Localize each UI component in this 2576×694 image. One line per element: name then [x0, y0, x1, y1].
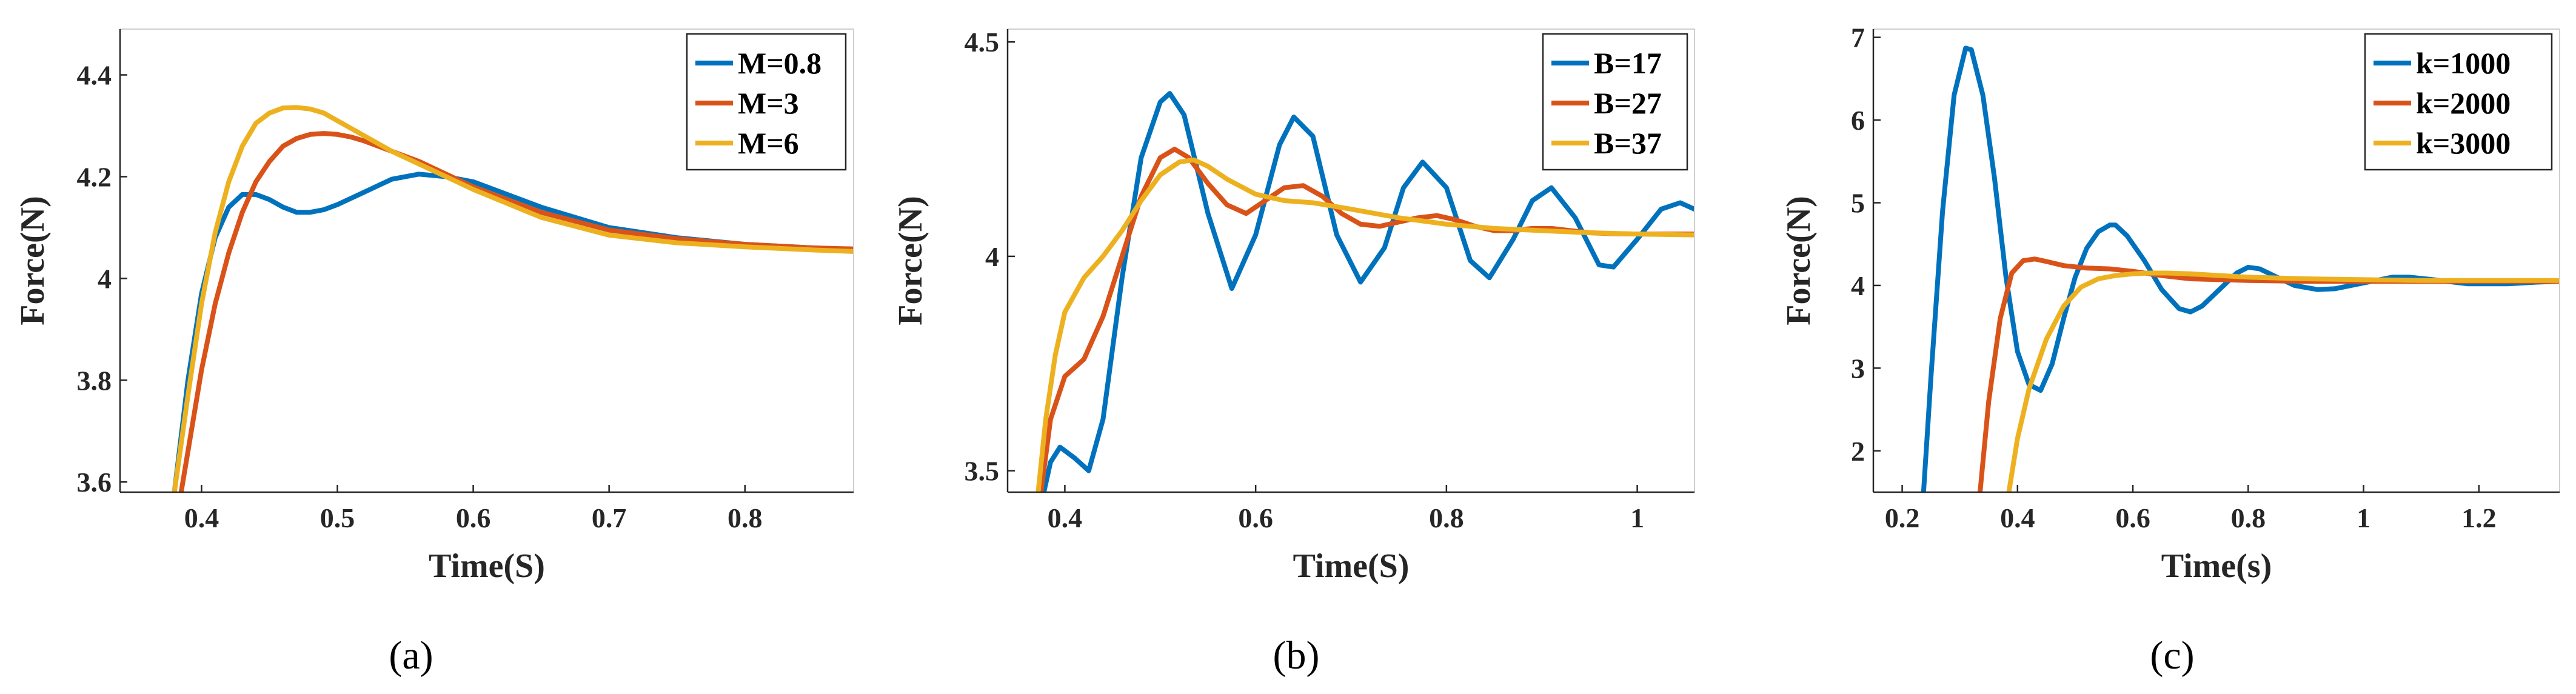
chart-c-x-tick-label: 0.2: [1885, 502, 1920, 533]
chart-b-x-axis-label: Time(S): [1293, 547, 1410, 585]
chart-b-legend-label-1: B=17: [1594, 46, 1662, 80]
chart-c-y-tick-label: 7: [1851, 22, 1865, 53]
chart-a-y-tick-label: 4.4: [77, 60, 112, 91]
chart-a-y-axis-label: Force(N): [14, 196, 52, 325]
chart-a-x-tick-label: 0.8: [728, 502, 763, 533]
chart-c-legend: k=1000 k=2000 k=3000: [2364, 33, 2553, 171]
chart-a-x-tick-label: 0.7: [592, 502, 627, 533]
chart-a-caption: (a): [389, 633, 433, 678]
chart-b-y-tick-label: 4: [985, 241, 999, 272]
chart-b-legend-label-3: B=37: [1594, 126, 1662, 160]
chart-b-y-axis-label: Force(N): [892, 196, 929, 325]
chart-a: 0.4 0.5 0.6 0.7 0.8 3.6 3.8 4 4.2 4.4 Time(S) Force…: [14, 28, 854, 678]
chart-a-y-tick-label: 4.2: [77, 161, 112, 192]
chart-c-x-tick-label: 0.4: [2000, 502, 2035, 533]
chart-a-x-tick-label: 0.5: [320, 502, 355, 533]
chart-a-y-tick-label: 3.6: [77, 467, 112, 498]
chart-a-legend-label-1: M=0.8: [738, 46, 821, 80]
chart-c-x-tick-label: 1: [2357, 502, 2370, 533]
chart-c-y-axis-label: Force(N): [1780, 196, 1818, 325]
chart-c-y-tick-label: 5: [1851, 188, 1865, 219]
chart-c-y-tick-label: 3: [1851, 353, 1865, 384]
chart-c-x-tick-label: 0.6: [2115, 502, 2150, 533]
chart-c-legend-label-3: k=3000: [2416, 126, 2511, 160]
chart-b-legend-label-2: B=27: [1594, 86, 1662, 120]
chart-b-x-tick-label: 1: [1630, 502, 1644, 533]
chart-a-y-tick-label: 4: [98, 263, 112, 294]
chart-a-x-tick-label: 0.4: [184, 502, 219, 533]
chart-a-legend-label-3: M=6: [738, 126, 799, 160]
chart-a-x-tick-label: 0.6: [456, 502, 491, 533]
chart-b-x-tick-label: 0.4: [1048, 502, 1083, 533]
chart-a-series-3-line: [172, 105, 854, 492]
chart-b-y-tick-label: 3.5: [965, 456, 1000, 487]
chart-b-x-tick-label: 0.6: [1238, 502, 1273, 533]
chart-c-x-tick-label: 1.2: [2461, 502, 2497, 533]
chart-c-legend-label-1: k=1000: [2416, 46, 2511, 80]
chart-b-x-tick-label: 0.8: [1429, 502, 1464, 533]
chart-c-legend-label-2: k=2000: [2416, 86, 2511, 120]
chart-c-series-3-line: [2006, 270, 2560, 492]
chart-c-y-tick-label: 4: [1851, 270, 1865, 301]
chart-b-y-tick-label: 4.5: [965, 27, 1000, 58]
chart-a-x-axis-label: Time(S): [429, 547, 545, 585]
chart-a-legend: M=0.8 M=3 M=6: [686, 33, 847, 171]
chart-b-caption: (b): [1273, 633, 1320, 678]
chart-c-y-tick-label: 6: [1851, 105, 1865, 136]
chart-b: 0.4 0.6 0.8 1 3.5 4 4.5 Time(S) Force(N) B=17 B=27…: [892, 27, 1695, 678]
chart-c-x-tick-label: 0.8: [2231, 502, 2266, 533]
chart-c-caption: (c): [2150, 633, 2194, 678]
chart-c-y-tick-label: 2: [1851, 436, 1865, 467]
chart-a-legend-label-2: M=3: [738, 86, 799, 120]
chart-a-series-2-line: [178, 131, 854, 492]
chart-a-y-tick-label: 3.8: [77, 365, 112, 396]
chart-b-legend: B=17 B=27 B=37: [1542, 33, 1688, 171]
chart-c: 0.2 0.4 0.6 0.8 1 1.2 2 3 4 5 6 7 Time(s) Force(N) k=1…: [1780, 22, 2560, 678]
chart-c-x-axis-label: Time(s): [2161, 547, 2272, 585]
chart-b-series-3-line: [1035, 157, 1694, 492]
